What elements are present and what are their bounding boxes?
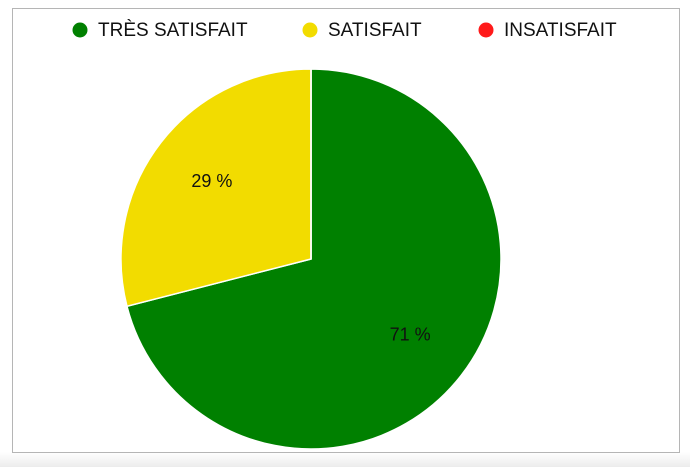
pie-slice (126, 68, 502, 450)
slice-label: 29 % (191, 171, 232, 191)
legend-marker (478, 22, 494, 38)
pie: 71 % 29 % (120, 68, 502, 450)
legend-marker (302, 22, 318, 38)
slice-label: 71 % (390, 325, 431, 345)
legend-label: SATISFAIT (328, 20, 422, 41)
legend-label: INSATISFAIT (504, 20, 617, 41)
bottom-shade (0, 452, 690, 467)
legend: TRÈS SATISFAIT SATISFAIT INSATISFAIT (72, 20, 617, 41)
pie-slice (120, 68, 312, 308)
legend-label: TRÈS SATISFAIT (98, 20, 248, 41)
legend-marker (72, 22, 88, 38)
